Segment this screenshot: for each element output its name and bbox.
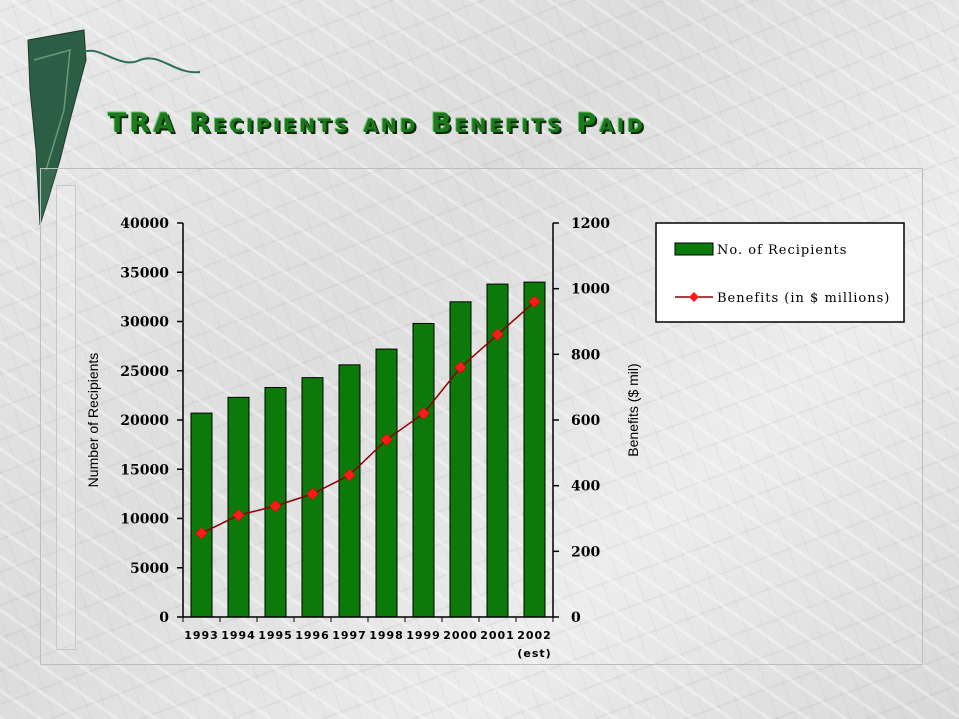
x-tick-label-1993: 1993: [184, 629, 219, 642]
y-tick-label-right: 1200: [571, 216, 610, 232]
marker-benefits-1995: [269, 499, 282, 513]
x-tick-label-2000: 2000: [443, 629, 478, 642]
side-panel-strip: [56, 185, 76, 650]
y-tick-label-left: 10000: [120, 512, 169, 528]
x-tick-label-1994: 1994: [221, 629, 256, 642]
marker-benefits-1997: [343, 468, 356, 482]
legend-swatch-recipients: [674, 242, 714, 256]
y-tick-label-left: 35000: [120, 265, 169, 281]
y-tick-label-right: 0: [571, 610, 581, 626]
marker-benefits-2001: [491, 328, 504, 341]
y-tick-label-right: 800: [571, 347, 600, 363]
y-tick-label-left: 20000: [120, 413, 169, 429]
x-tick-label-1998: 1998: [369, 629, 404, 642]
bar-recipients-1999: [412, 322, 435, 618]
marker-benefits-1993: [195, 526, 208, 540]
y-tick-label-left: 25000: [120, 364, 169, 380]
legend-label-recipients: No. of Recipients: [717, 243, 847, 258]
y-tick-label-right: 400: [571, 479, 600, 495]
y-tick-label-left: 5000: [130, 561, 169, 577]
marker-benefits-1999: [417, 407, 430, 420]
marker-benefits-1994: [232, 508, 245, 522]
x-tick-label-1999: 1999: [406, 629, 441, 642]
y-tick-label-left: 30000: [120, 315, 169, 331]
x-tick-note-2002: (est): [517, 647, 551, 660]
page-title: TRA Recipients and Benefits Paid: [108, 108, 646, 139]
bar-recipients-1998: [375, 348, 398, 618]
x-tick-label-1997: 1997: [332, 629, 367, 642]
x-tick-label-1995: 1995: [258, 629, 293, 642]
bar-recipients-1994: [227, 396, 250, 618]
bar-recipients-2000: [449, 301, 472, 618]
bar-recipients-1993: [190, 412, 213, 618]
marker-benefits-2000: [454, 361, 467, 374]
line-benefits: [201, 301, 535, 534]
bar-recipients-2002: [523, 281, 546, 618]
legend-box: [655, 222, 905, 323]
map-strip-decoration: [27, 29, 201, 226]
y-axis-title-right: Benefits ($ mil): [625, 363, 641, 456]
y-tick-label-right: 200: [571, 544, 600, 560]
x-tick-label-2001: 2001: [480, 629, 515, 642]
y-tick-label-left: 0: [159, 610, 169, 626]
y-tick-label-right: 600: [571, 413, 600, 429]
marker-benefits-1996: [306, 487, 319, 501]
y-tick-label-left: 40000: [120, 216, 169, 232]
y-tick-label-left: 15000: [120, 462, 169, 478]
legend-label-benefits: Benefits (in $ millions): [717, 291, 890, 306]
x-tick-label-1996: 1996: [295, 629, 330, 642]
y-tick-label-right: 1000: [571, 282, 610, 298]
marker-benefits-1998: [380, 433, 393, 447]
x-tick-label-2002: 2002: [517, 629, 552, 642]
legend-marker-benefits: [689, 292, 699, 302]
marker-benefits-2002: [528, 295, 541, 309]
y-axis-title-left: Number of Recipients: [85, 353, 101, 488]
bar-recipients-1997: [338, 364, 361, 618]
